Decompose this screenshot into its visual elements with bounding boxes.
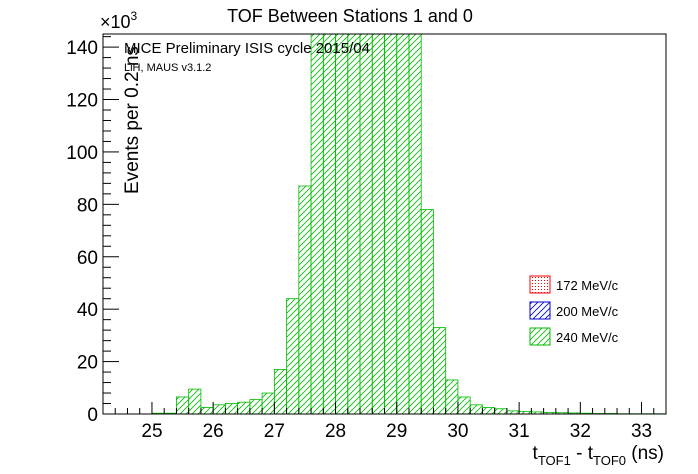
histogram-bin <box>322 34 336 414</box>
x-tick-label: 29 <box>386 421 407 442</box>
x-label-mid: - t <box>571 443 594 464</box>
legend-label: 172 MeV/c <box>556 278 619 293</box>
y-multiplier: ×103 <box>100 9 138 32</box>
x-tick-label: 33 <box>631 421 652 442</box>
histogram-bin <box>359 34 373 414</box>
x-tick-label: 31 <box>509 421 530 442</box>
x-tick-label: 30 <box>447 421 468 442</box>
histogram-bin <box>347 34 361 414</box>
histogram-bin <box>237 401 251 414</box>
y-multiplier-exp: 3 <box>131 9 138 23</box>
x-axis: 25 26 27 28 29 30 31 32 33 <box>102 402 667 442</box>
x-tick-label: 32 <box>570 421 591 442</box>
histogram-bin <box>200 407 214 414</box>
legend: 172 MeV/c 200 MeV/c 240 MeV/c <box>529 275 619 346</box>
x-axis-label: tTOF1 - tTOF0 (ns) <box>533 443 664 468</box>
histogram-bin <box>249 399 263 414</box>
legend-swatch <box>529 327 551 346</box>
y-tick-label: 120 <box>66 91 98 112</box>
x-tick-label: 25 <box>141 421 162 442</box>
annotation-config: LiH, MAUS v3.1.2 <box>124 62 211 74</box>
y-tick-label: 140 <box>66 38 98 59</box>
histogram-bin <box>494 408 508 414</box>
y-tick-label: 80 <box>77 195 98 216</box>
histogram-bin <box>469 404 483 414</box>
annotation-preliminary: MICE Preliminary ISIS cycle 2015/04 <box>124 40 370 57</box>
x-tick-label: 26 <box>203 421 224 442</box>
histogram-bin <box>457 396 471 414</box>
y-axis: 0 20 40 60 80 100 120 140 <box>66 36 119 426</box>
x-label-sub2: TOF0 <box>593 453 626 468</box>
legend-swatch <box>529 301 551 320</box>
legend-label: 240 MeV/c <box>556 330 619 345</box>
y-tick-label: 40 <box>77 300 98 321</box>
histogram-bin <box>408 34 422 414</box>
histogram-bin <box>212 404 226 414</box>
chart-title: TOF Between Stations 1 and 0 <box>227 6 473 26</box>
y-axis-label: Events per 0.2 ns <box>122 46 143 194</box>
histogram-bin <box>261 392 275 414</box>
histogram-bin <box>224 403 239 414</box>
x-label-sub1: TOF1 <box>538 453 571 468</box>
histogram-bin <box>433 327 447 414</box>
legend-swatch <box>529 275 551 294</box>
histogram-bin <box>310 34 324 414</box>
bars-layer <box>151 34 666 414</box>
histogram-bin <box>298 185 312 414</box>
histogram-bin <box>188 388 202 414</box>
histogram-bin <box>396 34 410 414</box>
y-tick-label: 100 <box>66 143 98 164</box>
histogram-bin <box>176 396 190 414</box>
x-tick-label: 27 <box>264 421 285 442</box>
histogram-bin <box>335 34 349 414</box>
histogram-bin <box>420 209 434 414</box>
y-tick-label: 0 <box>87 405 98 426</box>
x-tick-label: 28 <box>325 421 346 442</box>
histogram-bin <box>286 298 300 414</box>
y-tick-label: 20 <box>77 353 98 374</box>
histogram-bin <box>384 34 398 414</box>
x-label-unit: (ns) <box>626 443 664 464</box>
histogram-bin <box>482 407 496 414</box>
histogram-bin <box>445 379 459 414</box>
y-tick-label: 60 <box>77 248 98 269</box>
y-multiplier-base: ×10 <box>100 12 131 32</box>
legend-label: 200 MeV/c <box>556 304 619 319</box>
histogram-bin <box>371 34 385 414</box>
x-label-main: t <box>533 443 539 464</box>
histogram-bin <box>273 369 287 414</box>
